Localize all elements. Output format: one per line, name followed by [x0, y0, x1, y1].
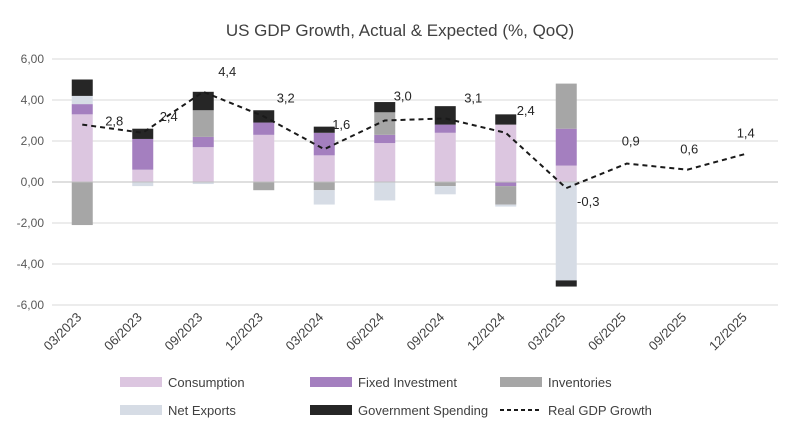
legend-swatch — [500, 377, 542, 387]
data-label: 2,4 — [517, 103, 535, 118]
bar-consumption — [374, 143, 396, 182]
legend-label: Inventories — [548, 375, 612, 390]
bar-government-spending — [374, 102, 396, 113]
legend-item: Net Exports — [120, 403, 236, 418]
x-tick-label: 09/2024 — [404, 310, 448, 354]
bar-inventories — [495, 186, 517, 205]
bar-consumption — [313, 155, 335, 182]
legend-label: Consumption — [168, 375, 245, 390]
legend-item: Consumption — [120, 375, 245, 390]
legend-item: Fixed Investment — [310, 375, 457, 390]
data-label: 1,6 — [332, 117, 350, 132]
bar-inventories — [434, 182, 456, 187]
y-tick-label: -6,00 — [17, 298, 45, 312]
bar-net-exports — [71, 95, 93, 105]
data-label: 0,9 — [622, 134, 640, 149]
bar-net-exports — [434, 186, 456, 195]
x-tick-label: 03/2025 — [525, 310, 569, 354]
bar-consumption — [132, 169, 154, 182]
data-label: 3,1 — [464, 90, 482, 105]
x-tick-label: 06/2023 — [101, 310, 145, 354]
data-label: 1,4 — [737, 125, 755, 140]
x-tick-label: 09/2025 — [646, 310, 690, 354]
bar-inventories — [374, 112, 396, 135]
bar-inventories — [71, 182, 93, 226]
bar-inventories — [313, 182, 335, 191]
bar-government-spending — [495, 114, 517, 125]
legend-label: Net Exports — [168, 403, 236, 418]
bar-net-exports — [313, 190, 335, 205]
legend-item: Inventories — [500, 375, 612, 390]
bar-net-exports — [495, 204, 517, 207]
data-label: 3,2 — [277, 90, 295, 105]
bars — [71, 79, 577, 287]
x-tick-label: 12/2024 — [464, 310, 508, 354]
x-tick-label: 03/2024 — [283, 310, 327, 354]
data-label: 4,4 — [218, 64, 236, 79]
x-tick-label: 06/2025 — [585, 310, 629, 354]
bar-government-spending — [434, 106, 456, 125]
legend-item: Government Spending — [310, 403, 488, 418]
legend-swatch — [310, 405, 352, 415]
legend-swatch — [310, 377, 352, 387]
bar-inventories — [253, 182, 275, 191]
bar-consumption — [71, 114, 93, 182]
legend-swatch — [120, 377, 162, 387]
data-label: 0,6 — [680, 142, 698, 157]
legend-swatch — [120, 405, 162, 415]
bar-net-exports — [132, 182, 154, 187]
bar-consumption — [253, 134, 275, 182]
bar-consumption — [555, 165, 577, 182]
x-tick-label: 12/2023 — [222, 310, 266, 354]
bar-fixed-investment — [192, 136, 214, 148]
bar-fixed-investment — [313, 132, 335, 156]
bar-inventories — [555, 83, 577, 129]
bar-government-spending — [192, 91, 214, 111]
bar-fixed-investment — [555, 128, 577, 166]
data-label: 2,4 — [160, 109, 178, 124]
bar-net-exports — [374, 182, 396, 201]
bar-net-exports — [555, 182, 577, 281]
series-line-real-gdp-growth — [82, 90, 749, 190]
bar-government-spending — [71, 79, 93, 96]
bar-government-spending — [555, 280, 577, 287]
bar-consumption — [495, 124, 517, 182]
y-tick-label: 0,00 — [21, 175, 45, 189]
bar-fixed-investment — [132, 138, 154, 170]
legend-label: Fixed Investment — [358, 375, 457, 390]
bar-inventories — [192, 110, 214, 137]
bar-fixed-investment — [253, 122, 275, 135]
y-tick-label: 4,00 — [21, 93, 45, 107]
legend-item: Real GDP Growth — [500, 403, 652, 418]
legend-label: Real GDP Growth — [548, 403, 652, 418]
y-tick-label: 2,00 — [21, 134, 45, 148]
bar-net-exports — [192, 182, 214, 185]
bar-fixed-investment — [374, 134, 396, 144]
y-tick-label: 6,00 — [21, 52, 45, 66]
chart-title: US GDP Growth, Actual & Expected (%, QoQ… — [226, 21, 574, 40]
data-label: 2,8 — [105, 114, 123, 129]
bar-consumption — [192, 147, 214, 182]
x-tick-label: 12/2025 — [706, 310, 750, 354]
legend-label: Government Spending — [358, 403, 488, 418]
bar-fixed-investment — [495, 182, 517, 187]
bar-fixed-investment — [434, 124, 456, 133]
x-tick-label: 03/2023 — [41, 310, 85, 354]
y-tick-label: -4,00 — [17, 257, 45, 271]
data-label: -0,3 — [577, 194, 599, 209]
x-tick-label: 06/2024 — [343, 310, 387, 354]
bar-consumption — [434, 132, 456, 182]
y-tick-label: -2,00 — [17, 216, 45, 230]
data-label: 3,0 — [394, 89, 412, 104]
x-tick-label: 09/2023 — [162, 310, 206, 354]
bar-government-spending — [132, 128, 154, 139]
bar-fixed-investment — [71, 104, 93, 115]
bar-government-spending — [313, 126, 335, 133]
